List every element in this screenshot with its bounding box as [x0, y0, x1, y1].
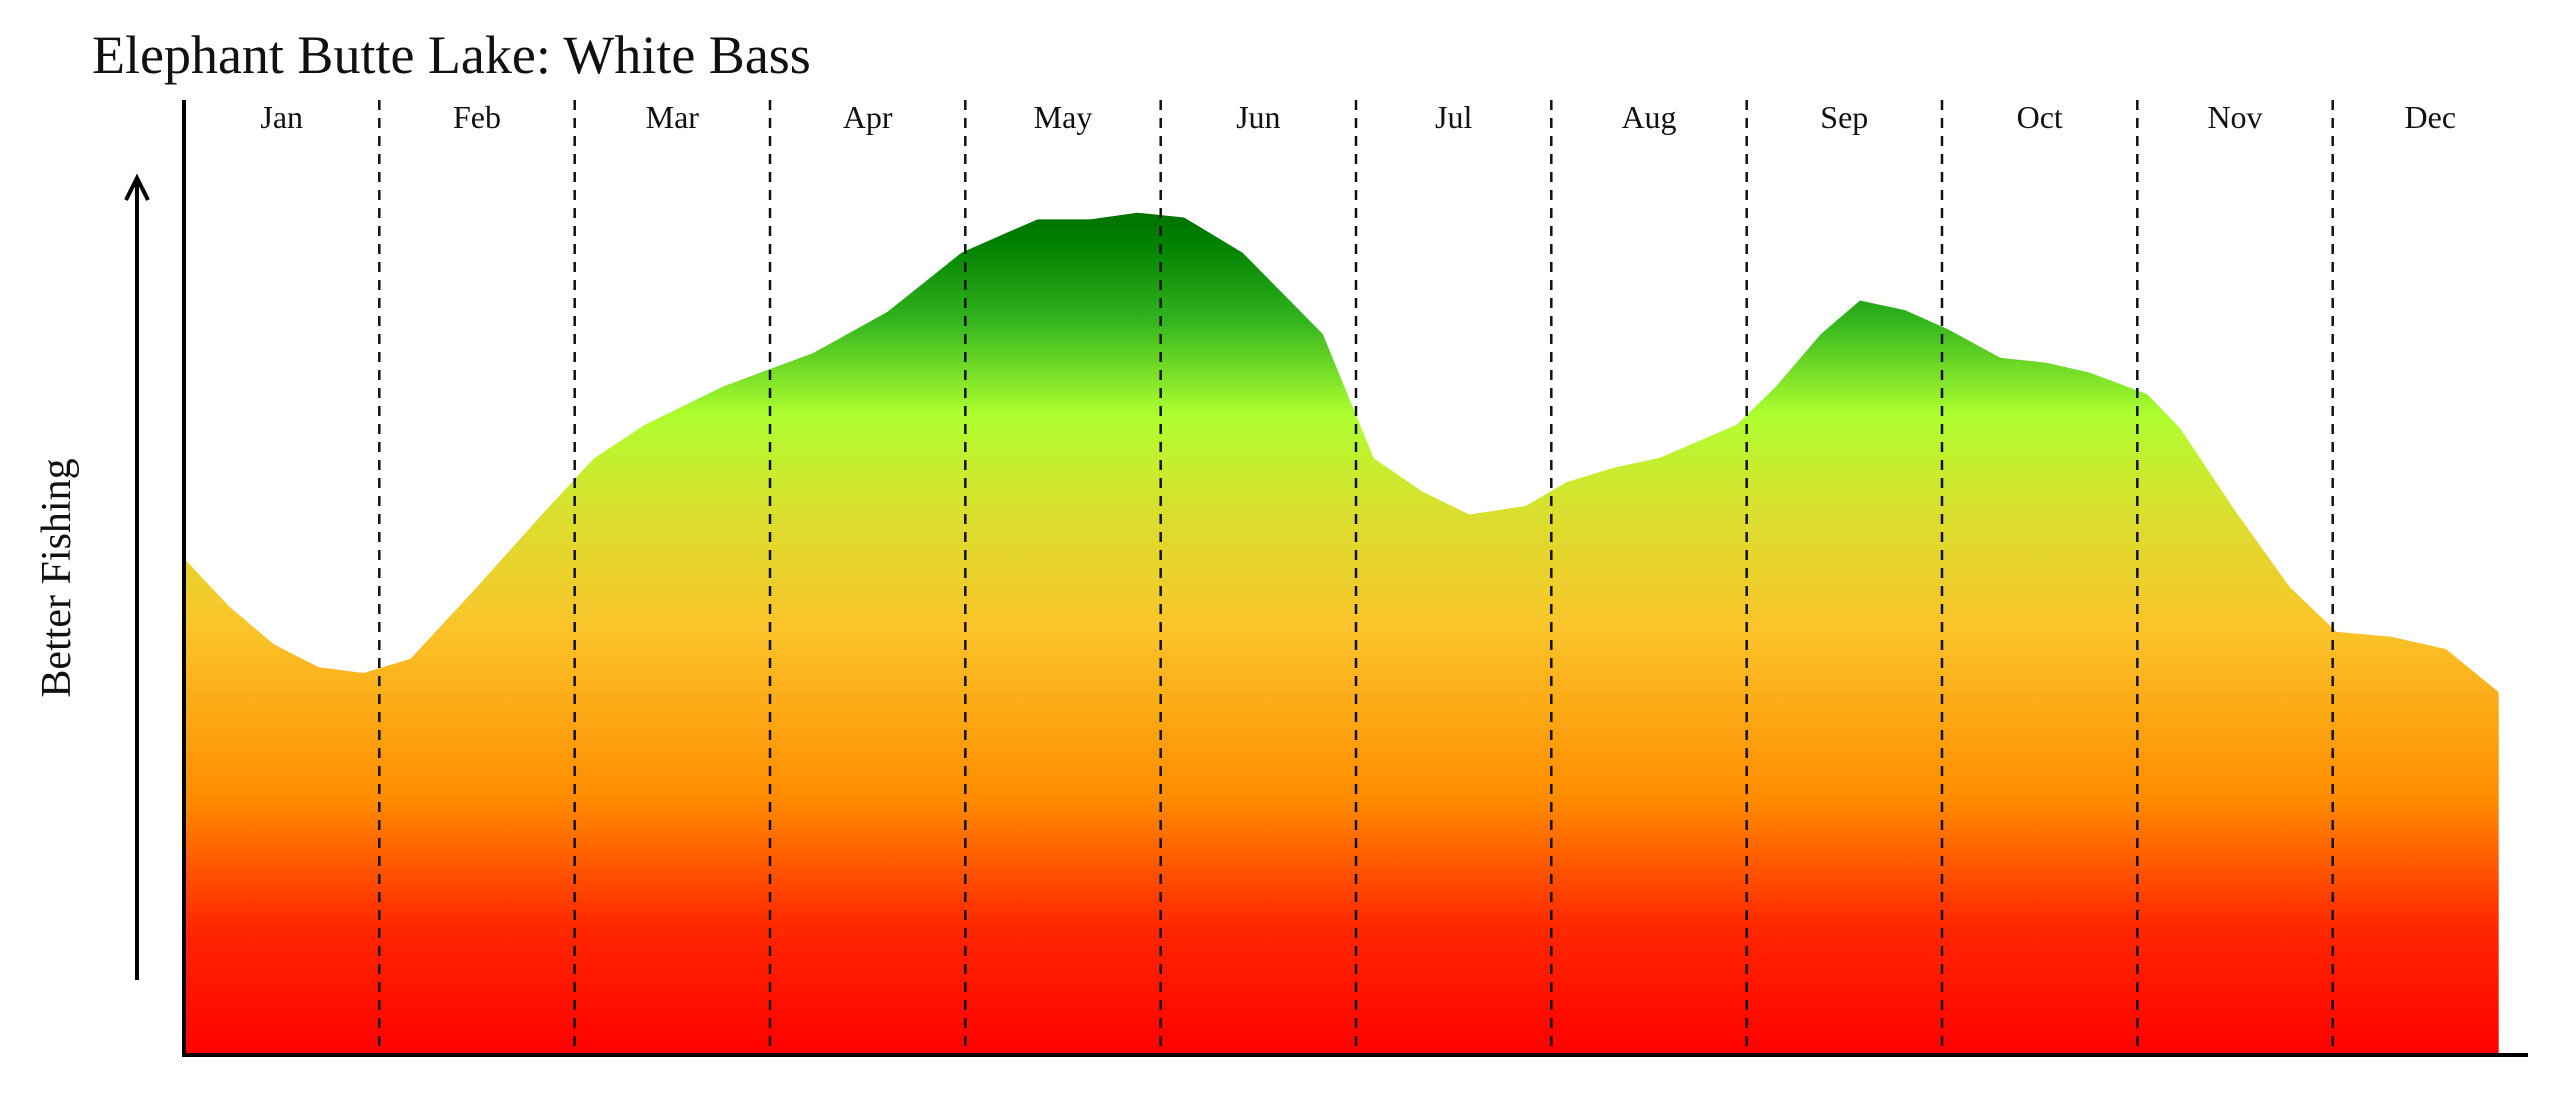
month-label-may: May [1034, 99, 1093, 135]
up-arrow-icon [124, 173, 150, 980]
month-separators [378, 100, 2334, 1055]
month-label-mar: Mar [646, 99, 700, 135]
chart-title: Elephant Butte Lake: White Bass [92, 25, 811, 85]
month-label-jul: Jul [1435, 99, 1472, 135]
month-label-jan: Jan [260, 99, 303, 135]
area-series [184, 212, 2499, 1055]
month-label-sep: Sep [1820, 99, 1868, 135]
month-label-dec: Dec [2405, 99, 2457, 135]
month-label-aug: Aug [1621, 99, 1676, 135]
month-label-nov: Nov [2207, 99, 2262, 135]
month-label-oct: Oct [2017, 99, 2063, 135]
month-label-feb: Feb [453, 99, 501, 135]
y-axis-label: Better Fishing [34, 458, 80, 697]
month-label-apr: Apr [843, 99, 893, 135]
month-labels: Jan Feb Mar Apr May Jun Jul Aug Sep Oct Nov Dec [260, 99, 2456, 135]
month-label-jun: Jun [1236, 99, 1280, 135]
area-series-fill [184, 212, 2499, 1055]
